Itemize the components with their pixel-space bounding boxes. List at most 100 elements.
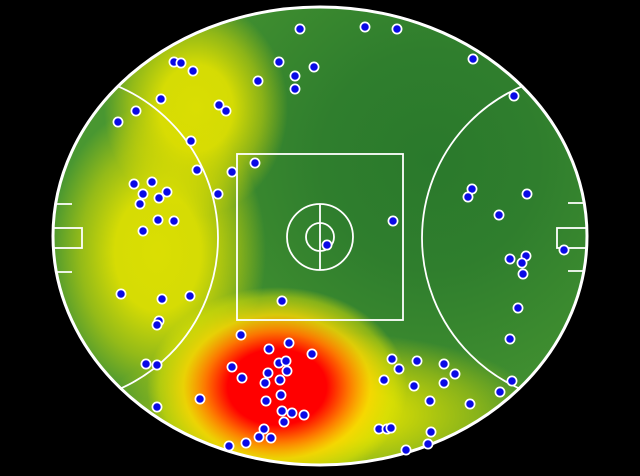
data-point — [115, 288, 127, 300]
data-point — [223, 440, 235, 452]
field-boundary-line — [51, 5, 589, 467]
data-point — [191, 164, 203, 176]
left-50m-arc — [53, 72, 219, 404]
heat-hotspot-red — [147, 287, 407, 465]
centre-square — [236, 153, 404, 321]
data-point — [263, 343, 275, 355]
data-point — [220, 105, 232, 117]
data-point — [289, 70, 301, 82]
data-point — [393, 363, 405, 375]
data-point — [411, 355, 423, 367]
data-point — [359, 21, 371, 33]
data-point — [508, 90, 520, 102]
data-point — [151, 359, 163, 371]
data-point — [408, 380, 420, 392]
data-point — [506, 375, 518, 387]
data-point — [281, 365, 293, 377]
data-point — [240, 437, 252, 449]
data-point — [168, 215, 180, 227]
data-point — [187, 65, 199, 77]
data-point — [298, 409, 310, 421]
data-point — [286, 407, 298, 419]
data-point — [226, 361, 238, 373]
data-point — [260, 395, 272, 407]
data-point — [253, 431, 265, 443]
data-point — [378, 374, 390, 386]
right-goal-square — [556, 227, 587, 249]
data-point — [134, 198, 146, 210]
data-point — [151, 319, 163, 331]
data-point — [137, 188, 149, 200]
data-point — [130, 105, 142, 117]
left-goal-square — [53, 227, 83, 249]
data-point — [275, 389, 287, 401]
data-point — [184, 290, 196, 302]
data-point — [249, 157, 261, 169]
data-point — [438, 377, 450, 389]
data-point — [386, 353, 398, 365]
scatter-points-layer — [112, 21, 570, 456]
data-point — [516, 257, 528, 269]
data-point — [424, 395, 436, 407]
data-point — [112, 116, 124, 128]
data-point — [175, 57, 187, 69]
data-point — [185, 135, 197, 147]
data-point — [161, 186, 173, 198]
data-point — [235, 329, 247, 341]
data-point — [521, 188, 533, 200]
data-point — [276, 295, 288, 307]
data-point — [140, 358, 152, 370]
data-point — [226, 166, 238, 178]
data-point — [236, 372, 248, 384]
data-point — [151, 401, 163, 413]
data-point — [155, 93, 167, 105]
data-point — [504, 253, 516, 265]
data-point — [438, 358, 450, 370]
data-point — [213, 99, 225, 111]
data-point — [425, 426, 437, 438]
field-markings — [53, 72, 587, 404]
data-point — [273, 56, 285, 68]
data-point — [276, 405, 288, 417]
data-point — [283, 337, 295, 349]
data-point — [274, 374, 286, 386]
data-point — [146, 176, 158, 188]
data-point — [400, 444, 412, 456]
data-point — [494, 386, 506, 398]
data-point — [289, 83, 301, 95]
data-point — [212, 188, 224, 200]
data-point — [156, 293, 168, 305]
data-point — [152, 214, 164, 226]
data-point — [462, 191, 474, 203]
data-point — [467, 53, 479, 65]
data-point — [449, 368, 461, 380]
data-point — [280, 355, 292, 367]
data-point — [422, 438, 434, 450]
data-point — [493, 209, 505, 221]
data-point — [385, 422, 397, 434]
data-point — [259, 377, 271, 389]
data-point — [265, 432, 277, 444]
data-point — [252, 75, 264, 87]
data-point — [387, 215, 399, 227]
data-point — [306, 348, 318, 360]
data-point — [391, 23, 403, 35]
data-point — [262, 367, 274, 379]
data-point — [308, 61, 320, 73]
data-point — [128, 178, 140, 190]
data-point — [321, 239, 333, 251]
data-point — [464, 398, 476, 410]
data-point — [504, 333, 516, 345]
data-point — [517, 268, 529, 280]
data-point — [294, 23, 306, 35]
data-point — [512, 302, 524, 314]
data-point — [558, 244, 570, 256]
data-point — [258, 423, 270, 435]
data-point — [278, 416, 290, 428]
data-point — [153, 192, 165, 204]
data-point — [194, 393, 206, 405]
data-point — [137, 225, 149, 237]
